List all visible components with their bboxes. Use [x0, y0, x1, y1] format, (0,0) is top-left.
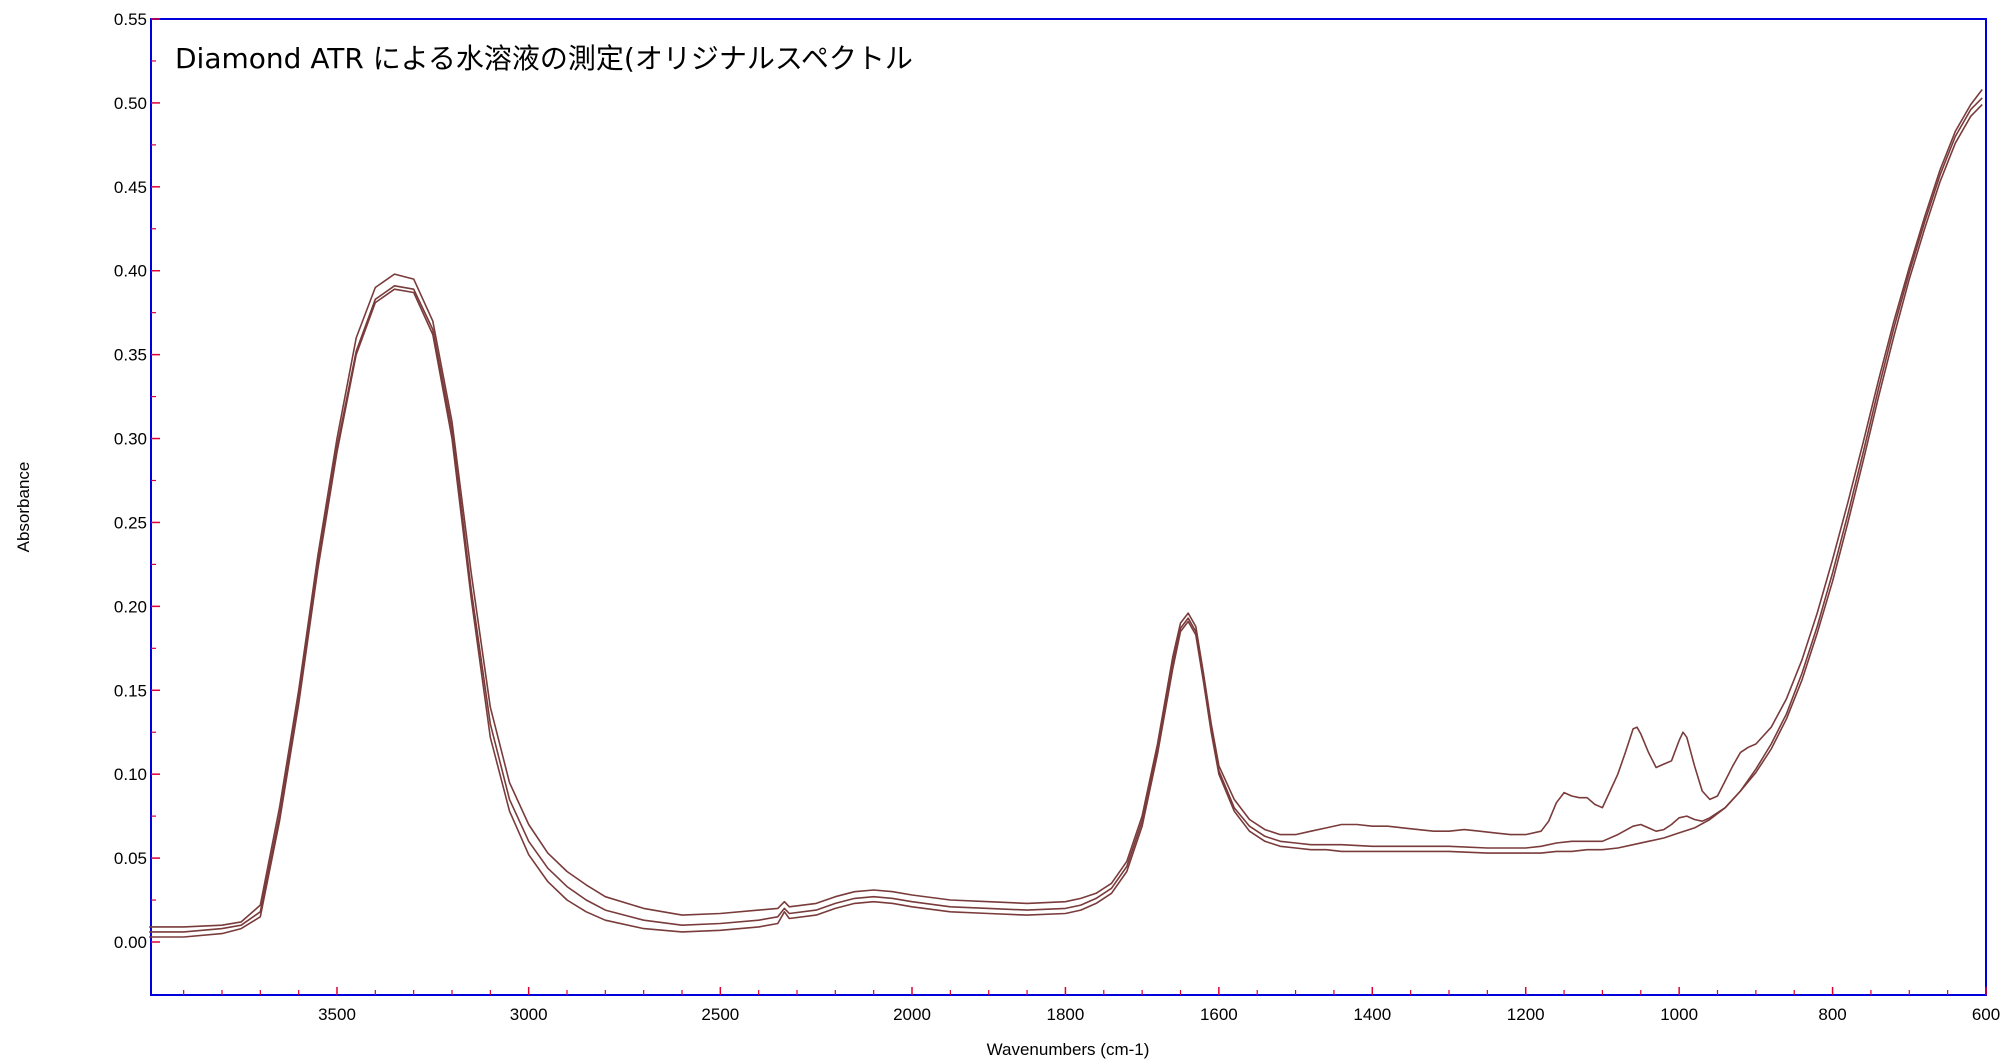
x-tick-label: 2000 [893, 1005, 931, 1024]
x-axis-title: Wavenumbers (cm-1) [987, 1040, 1150, 1059]
y-tick-label: 0.20 [114, 597, 147, 616]
spectrum-line-3 [149, 104, 1983, 938]
y-tick-label: 0.05 [114, 849, 147, 868]
y-axis-title: Absorbance [14, 462, 33, 553]
x-tick-label: 600 [1972, 1005, 2000, 1024]
y-tick-label: 0.00 [114, 933, 147, 952]
y-tick-label: 0.15 [114, 681, 147, 700]
x-tick-label: 2500 [701, 1005, 739, 1024]
x-tick-label: 1600 [1200, 1005, 1238, 1024]
x-axis-ticks: 3500 3000 2500 2000 1800 1600 1400 1200 1000 800 6… [183, 987, 2000, 1024]
series-lines [149, 89, 1983, 938]
y-tick-label: 0.30 [114, 430, 147, 449]
y-tick-label: 0.25 [114, 513, 147, 532]
x-tick-label: 1000 [1660, 1005, 1698, 1024]
y-tick-label: 0.50 [114, 94, 147, 113]
y-tick-label: 0.45 [114, 178, 147, 197]
y-tick-label: 0.40 [114, 262, 147, 281]
chart-title: Diamond ATR による水溶液の測定(オリジナルスペクトル [175, 42, 913, 75]
x-tick-label: 3500 [318, 1005, 356, 1024]
y-tick-label: 0.35 [114, 346, 147, 365]
y-tick-label: 0.10 [114, 765, 147, 784]
y-axis-ticks: 0.00 0.05 0.10 0.15 0.20 0.25 0.30 0.35 0.40 0.45… [114, 10, 160, 952]
x-tick-label: 1200 [1507, 1005, 1545, 1024]
x-tick-label: 1400 [1353, 1005, 1391, 1024]
plot-frame [150, 18, 1987, 996]
spectrum-line-1 [149, 89, 1983, 928]
x-tick-label: 3000 [510, 1005, 548, 1024]
x-tick-label: 800 [1818, 1005, 1846, 1024]
y-tick-label: 0.55 [114, 10, 147, 29]
x-tick-label: 1800 [1047, 1005, 1085, 1024]
